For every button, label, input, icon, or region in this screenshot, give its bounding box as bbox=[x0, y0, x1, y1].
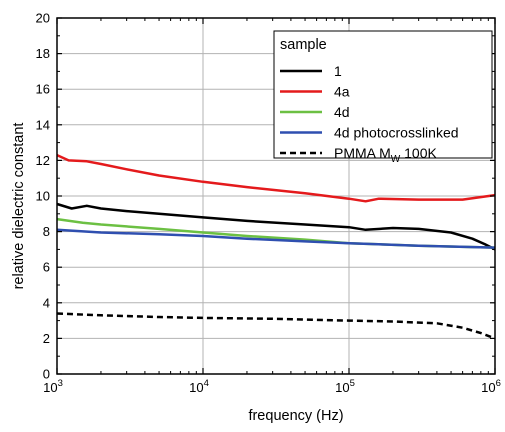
y-tick-label: 16 bbox=[36, 82, 50, 97]
legend-box bbox=[273, 30, 493, 159]
y-axis-title: relative dielectric constant bbox=[11, 123, 27, 290]
x-tick-label: 105 bbox=[335, 378, 355, 395]
y-tick-label: 8 bbox=[43, 224, 50, 239]
y-tick-label: 20 bbox=[36, 11, 50, 26]
legend: sample 1 4a 4d 4d photocrosslinked PMMA MW 1… bbox=[273, 30, 493, 165]
y-tick-label: 14 bbox=[36, 117, 50, 132]
legend-label: PMMA MW 100K bbox=[334, 145, 437, 165]
x-tick-label: 104 bbox=[189, 378, 209, 395]
legend-title: sample bbox=[280, 37, 327, 53]
legend-label: 4d photocrosslinked bbox=[334, 125, 459, 141]
x-tick-labels: 103 104 105 106 bbox=[43, 378, 501, 395]
legend-label: 4d bbox=[334, 104, 350, 120]
x-tick-label: 106 bbox=[481, 378, 501, 395]
y-tick-label: 12 bbox=[36, 153, 50, 168]
y-tick-label: 4 bbox=[43, 295, 50, 310]
series-lines bbox=[56, 153, 496, 340]
y-tick-label: 2 bbox=[43, 331, 50, 346]
y-tick-labels: 0 2 4 6 8 10 12 14 16 18 20 bbox=[36, 11, 50, 382]
y-tick-label: 0 bbox=[43, 367, 50, 382]
series-line-pmma-m-w-100k bbox=[56, 312, 496, 340]
plot-frame bbox=[56, 17, 496, 375]
legend-entries: 1 4a 4d 4d photocrosslinked PMMA MW 100K bbox=[280, 63, 459, 165]
series-line-1 bbox=[56, 202, 496, 251]
y-tick-label: 6 bbox=[43, 260, 50, 275]
y-tick-label: 10 bbox=[36, 189, 50, 204]
series-line-4a bbox=[56, 153, 496, 203]
legend-label: 1 bbox=[334, 63, 342, 79]
y-tick-label: 18 bbox=[36, 46, 50, 61]
x-axis-title: frequency (Hz) bbox=[248, 408, 343, 424]
series-line-4d-photocrosslinked bbox=[56, 228, 496, 249]
x-tick-label: 103 bbox=[43, 378, 63, 395]
legend-label: 4a bbox=[334, 84, 350, 100]
